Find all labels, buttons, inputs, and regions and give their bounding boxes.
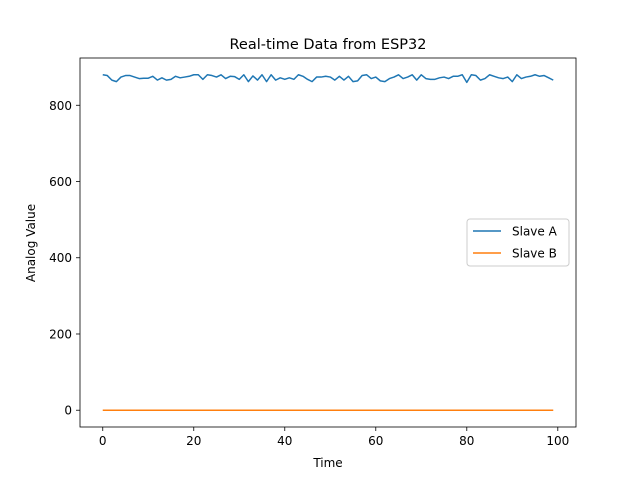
x-tick-label: 20 [186, 434, 201, 448]
legend-label-slave-b: Slave B [512, 247, 557, 261]
x-axis-label: Time [312, 456, 342, 470]
legend-label-slave-a: Slave A [512, 225, 558, 239]
x-tick-label: 80 [459, 434, 474, 448]
axes-frame [79, 57, 577, 428]
legend: Slave A Slave B [466, 218, 570, 267]
series-line-slave-a [102, 74, 554, 84]
y-tick-label: 0 [64, 404, 72, 418]
x-tick-label: 60 [368, 434, 383, 448]
x-tick-label: 0 [99, 434, 107, 448]
axes-layer: 0 20 40 60 80 100 0 200 400 600 800 [49, 57, 577, 448]
y-tick-label: 400 [49, 251, 72, 265]
x-tick-label: 100 [546, 434, 569, 448]
y-tick-label: 600 [49, 175, 72, 189]
y-axis-label: Analog Value [24, 204, 38, 282]
x-tick-label: 40 [277, 434, 292, 448]
y-tick-label: 200 [49, 327, 72, 341]
y-tick-label: 800 [49, 99, 72, 113]
series-layer [102, 74, 554, 411]
chart-title: Real-time Data from ESP32 [229, 37, 426, 53]
